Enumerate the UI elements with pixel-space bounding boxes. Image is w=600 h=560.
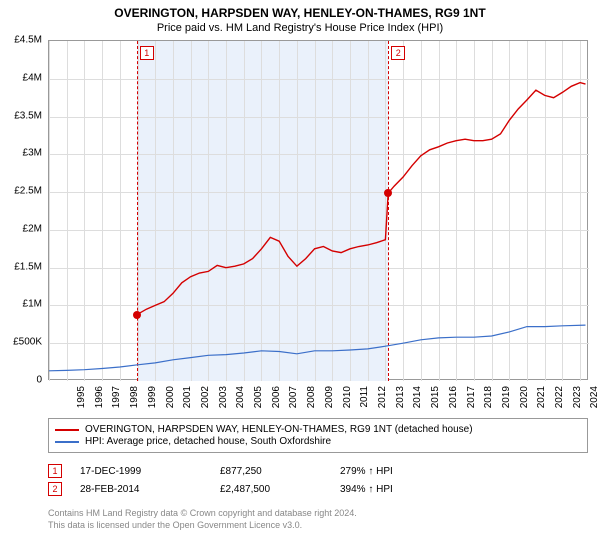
- sales-row-pct: 279% ↑ HPI: [340, 466, 460, 477]
- sales-row-date: 17-DEC-1999: [80, 466, 220, 477]
- xtick-label: 2019: [501, 386, 512, 416]
- xtick-label: 1996: [94, 386, 105, 416]
- ytick-label: £3M: [0, 148, 42, 159]
- xtick-label: 1995: [76, 386, 87, 416]
- footer-attribution: Contains HM Land Registry data © Crown c…: [48, 508, 357, 531]
- chart-subtitle: Price paid vs. HM Land Registry's House …: [0, 20, 600, 38]
- ytick-label: £2M: [0, 223, 42, 234]
- ytick-label: £1.5M: [0, 261, 42, 272]
- xtick-label: 2008: [306, 386, 317, 416]
- xtick-label: 2021: [536, 386, 547, 416]
- plot-area: 12: [48, 40, 588, 380]
- legend-swatch: [55, 429, 79, 431]
- xtick-label: 2009: [324, 386, 335, 416]
- sales-row: 1 17-DEC-1999£877,250279% ↑ HPI: [48, 462, 460, 480]
- xtick-label: 2022: [554, 386, 565, 416]
- series-line-property: [137, 83, 586, 315]
- chart-container: OVERINGTON, HARPSDEN WAY, HENLEY-ON-THAM…: [0, 0, 600, 560]
- xtick-label: 2023: [572, 386, 583, 416]
- xtick-label: 2017: [466, 386, 477, 416]
- xtick-label: 2016: [448, 386, 459, 416]
- sales-row-date: 28-FEB-2014: [80, 484, 220, 495]
- xtick-label: 2014: [412, 386, 423, 416]
- xtick-label: 2010: [342, 386, 353, 416]
- xtick-label: 1998: [129, 386, 140, 416]
- ytick-label: £500K: [0, 337, 42, 348]
- sales-row-price: £877,250: [220, 466, 340, 477]
- footer-line-2: This data is licensed under the Open Gov…: [48, 520, 357, 532]
- legend-label: HPI: Average price, detached house, Sout…: [85, 436, 331, 447]
- sales-row-marker: 2: [48, 482, 62, 496]
- ytick-label: £3.5M: [0, 110, 42, 121]
- xtick-label: 1997: [111, 386, 122, 416]
- legend-row: OVERINGTON, HARPSDEN WAY, HENLEY-ON-THAM…: [55, 424, 581, 435]
- xtick-label: 2001: [182, 386, 193, 416]
- sales-table: 1 17-DEC-1999£877,250279% ↑ HPI 2 28-FEB-20…: [48, 462, 460, 498]
- series-line-hpi: [49, 325, 586, 371]
- xtick-label: 2006: [271, 386, 282, 416]
- sales-row-price: £2,487,500: [220, 484, 340, 495]
- legend: OVERINGTON, HARPSDEN WAY, HENLEY-ON-THAM…: [48, 418, 588, 453]
- footer-line-1: Contains HM Land Registry data © Crown c…: [48, 508, 357, 520]
- legend-row: HPI: Average price, detached house, Sout…: [55, 436, 581, 447]
- xtick-label: 2004: [235, 386, 246, 416]
- xtick-label: 2007: [288, 386, 299, 416]
- xtick-label: 2003: [218, 386, 229, 416]
- sales-row: 2 28-FEB-2014£2,487,500394% ↑ HPI: [48, 480, 460, 498]
- sales-row-marker: 1: [48, 464, 62, 478]
- xtick-label: 2002: [200, 386, 211, 416]
- legend-swatch: [55, 441, 79, 443]
- ytick-label: £1M: [0, 299, 42, 310]
- ytick-label: 0: [0, 375, 42, 386]
- xtick-label: 2015: [430, 386, 441, 416]
- ytick-label: £4M: [0, 72, 42, 83]
- xtick-label: 2005: [253, 386, 264, 416]
- xtick-label: 2018: [483, 386, 494, 416]
- ytick-label: £2.5M: [0, 186, 42, 197]
- legend-label: OVERINGTON, HARPSDEN WAY, HENLEY-ON-THAM…: [85, 424, 473, 435]
- series-svg: [49, 41, 589, 381]
- xtick-label: 2000: [165, 386, 176, 416]
- xtick-label: 2013: [395, 386, 406, 416]
- xtick-label: 2011: [359, 386, 370, 416]
- xtick-label: 2020: [519, 386, 530, 416]
- xtick-label: 2024: [589, 386, 600, 416]
- sales-row-pct: 394% ↑ HPI: [340, 484, 460, 495]
- chart-title: OVERINGTON, HARPSDEN WAY, HENLEY-ON-THAM…: [0, 0, 600, 20]
- xtick-label: 1999: [147, 386, 158, 416]
- ytick-label: £4.5M: [0, 35, 42, 46]
- xtick-label: 2012: [377, 386, 388, 416]
